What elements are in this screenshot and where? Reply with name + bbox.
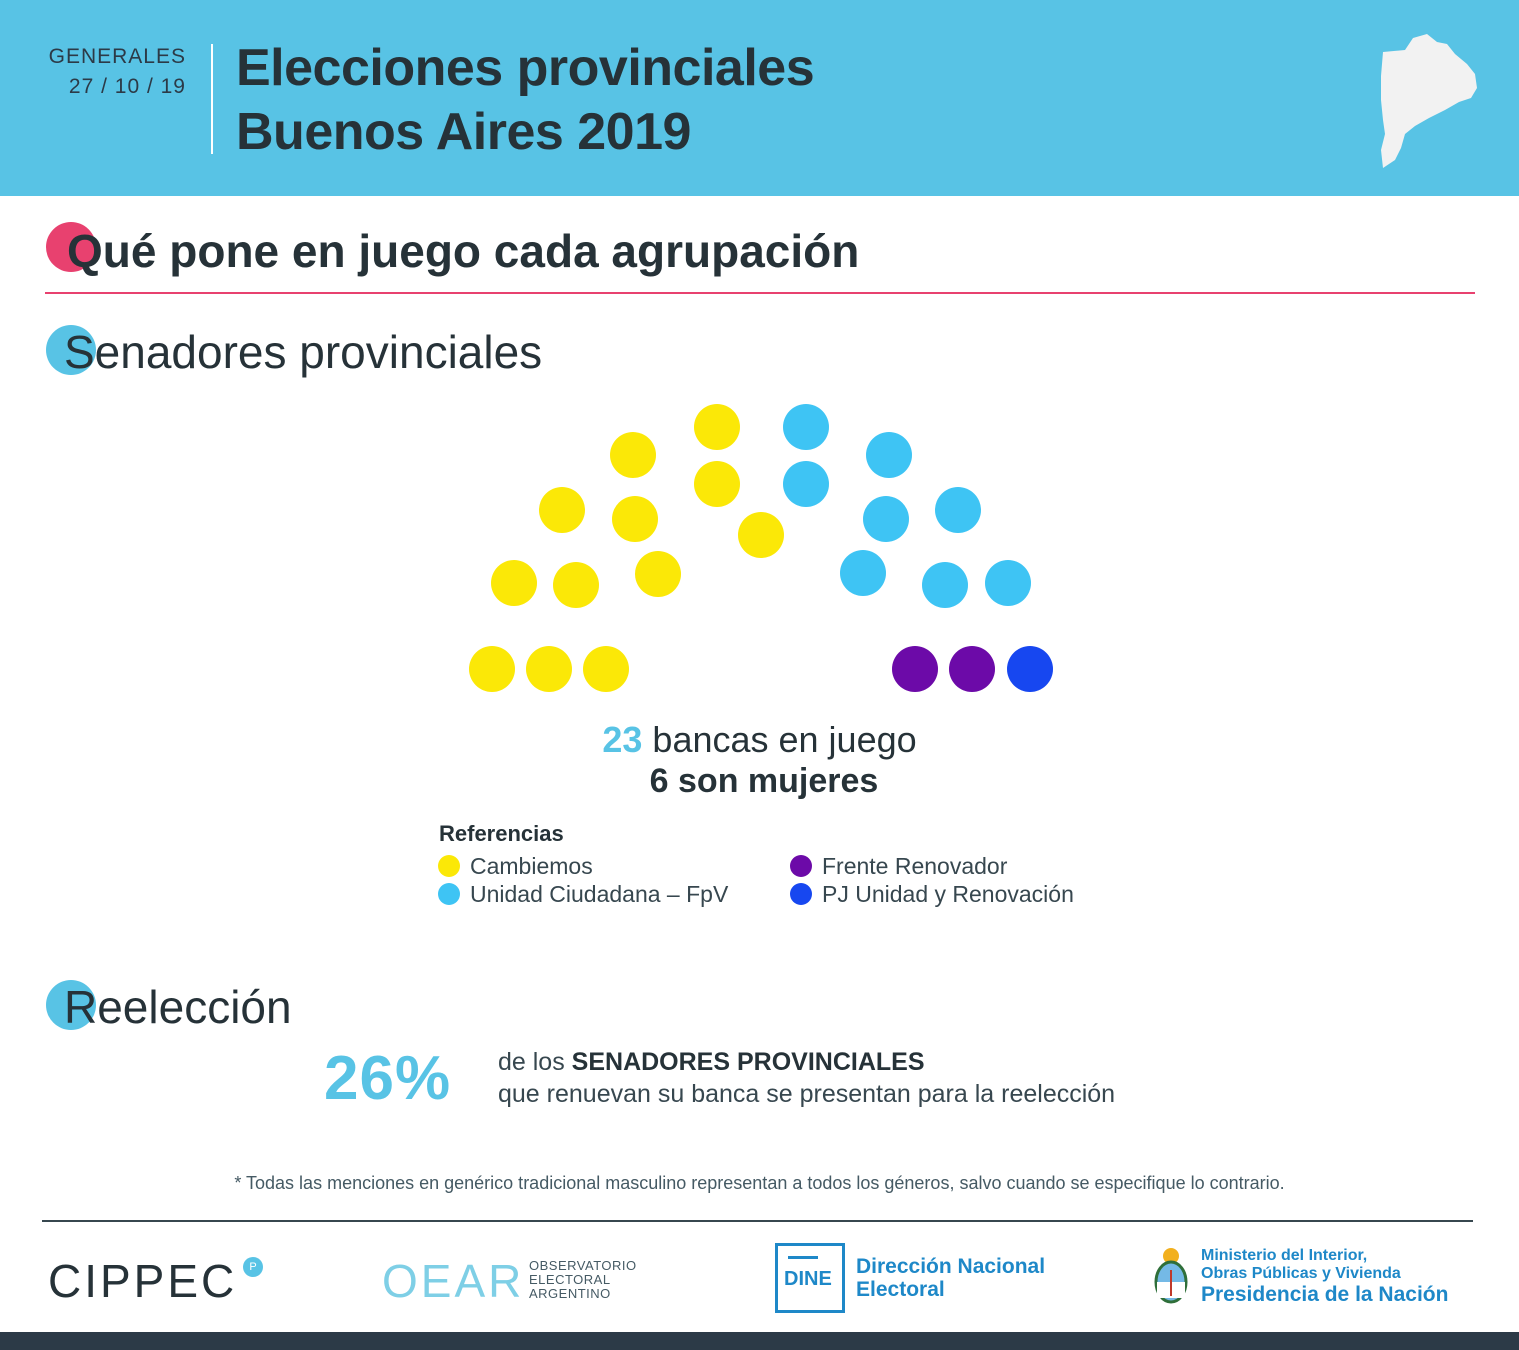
election-date: 27 / 10 / 19 — [68, 75, 186, 98]
seat-cambiemos — [539, 487, 585, 533]
ministry-name: Ministerio del Interior, Obras Públicas … — [1201, 1247, 1401, 1283]
seats-count: 23 — [602, 719, 643, 760]
oear-line1: OBSERVATORIO — [529, 1258, 637, 1273]
reelection-text-line1: de los SENADORES PROVINCIALES — [498, 1048, 925, 1077]
dine-name-line2: Electoral — [856, 1278, 945, 1301]
header-divider — [211, 44, 213, 154]
presidency-name: Presidencia de la Nación — [1201, 1283, 1449, 1306]
seat-unidad-ciudadana-fpv — [866, 432, 912, 478]
seat-cambiemos — [469, 646, 515, 692]
bottom-band — [0, 1332, 1519, 1350]
seat-unidad-ciudadana-fpv — [783, 404, 829, 450]
reelection-prefix: de los — [498, 1048, 565, 1076]
senators-title: Senadores provinciales — [64, 326, 543, 378]
seats-summary: 23 bancas en juego — [0, 717, 1519, 763]
oear-subtitle: OBSERVATORIO ELECTORAL ARGENTINO — [529, 1259, 637, 1301]
seat-cambiemos — [610, 432, 656, 478]
page-title-line2: Buenos Aires 2019 — [236, 103, 691, 161]
legend-swatch-unidad-ciudadana — [438, 883, 460, 905]
seat-cambiemos — [694, 404, 740, 450]
election-date-block: GENERALES 27 / 10 / 19 — [44, 42, 186, 102]
ministry-line2: Obras Públicas y Vivienda — [1201, 1265, 1401, 1282]
dine-bar — [788, 1256, 818, 1259]
legend-label: Frente Renovador — [822, 853, 1008, 879]
oear-line2: ELECTORAL — [529, 1272, 611, 1287]
legend-label: PJ Unidad y Renovación — [822, 881, 1074, 907]
page-title: Elecciones provinciales Buenos Aires 201… — [236, 36, 815, 164]
argentina-coat-of-arms-icon — [1154, 1248, 1188, 1304]
oear-line3: ARGENTINO — [529, 1286, 611, 1301]
reelection-title: Reelección — [64, 981, 292, 1033]
seat-pj-unidad-y-renovacion — [1007, 646, 1053, 692]
reelection-percent: 26% — [324, 1044, 452, 1113]
legend-label: Cambiemos — [470, 853, 593, 879]
header-banner: GENERALES 27 / 10 / 19 Elecciones provin… — [0, 0, 1519, 196]
cippec-logo: CIPPEC — [48, 1255, 238, 1307]
seat-unidad-ciudadana-fpv — [985, 560, 1031, 606]
seat-cambiemos — [583, 646, 629, 692]
seat-cambiemos — [491, 560, 537, 606]
dine-logo: DINE — [775, 1243, 845, 1313]
seat-unidad-ciudadana-fpv — [935, 487, 981, 533]
election-type-label: GENERALES — [48, 45, 186, 68]
seat-cambiemos — [526, 646, 572, 692]
reelection-bold: SENADORES PROVINCIALES — [571, 1048, 925, 1076]
women-count-text: 6 son mujeres — [649, 762, 879, 800]
cippec-badge-icon: P — [243, 1257, 263, 1277]
legend-swatch-pj-unidad — [790, 883, 812, 905]
pink-bullet-icon — [46, 222, 96, 272]
legend-title: Referencias — [439, 821, 564, 846]
seat-cambiemos — [738, 512, 784, 558]
legend-swatch-cambiemos — [438, 855, 460, 877]
buenos-aires-map-icon — [1381, 34, 1477, 168]
seat-frente-renovador — [949, 646, 995, 692]
oear-logo: OEAR — [382, 1255, 525, 1307]
dine-abbr: DINE — [784, 1268, 832, 1290]
seat-cambiemos — [612, 496, 658, 542]
seat-cambiemos — [694, 461, 740, 507]
reelection-text-line2: que renuevan su banca se presentan para … — [498, 1080, 1116, 1108]
ministry-line1: Ministerio del Interior, — [1201, 1247, 1368, 1264]
footer-divider — [42, 1220, 1473, 1222]
seat-cambiemos — [553, 562, 599, 608]
page-title-line1: Elecciones provinciales — [236, 39, 815, 97]
main-section-title: Qué pone en juego cada agrupación — [67, 225, 860, 277]
seats-text: bancas en juego — [652, 719, 917, 760]
legend-label: Unidad Ciudadana – FpV — [470, 881, 729, 907]
seat-unidad-ciudadana-fpv — [840, 550, 886, 596]
blue-bullet-icon — [46, 325, 96, 375]
footnote: * Todas las menciones en genérico tradic… — [234, 1173, 1285, 1193]
seat-unidad-ciudadana-fpv — [922, 562, 968, 608]
legend-swatch-frente-renovador — [790, 855, 812, 877]
seat-unidad-ciudadana-fpv — [863, 496, 909, 542]
seat-cambiemos — [635, 551, 681, 597]
dine-name: Dirección Nacional Electoral — [856, 1255, 1045, 1301]
pink-divider — [45, 292, 1475, 294]
blue-bullet-icon — [46, 980, 96, 1030]
seat-frente-renovador — [892, 646, 938, 692]
seat-unidad-ciudadana-fpv — [783, 461, 829, 507]
dine-name-line1: Dirección Nacional — [856, 1255, 1046, 1278]
